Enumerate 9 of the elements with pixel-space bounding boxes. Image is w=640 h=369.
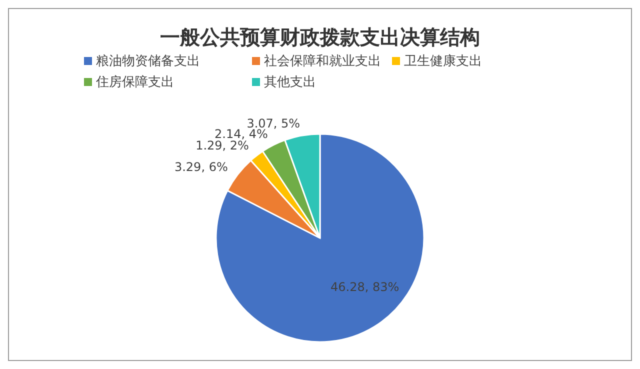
- data-label: 1.29, 2%: [196, 138, 249, 153]
- legend-label: 住房保障支出: [95, 74, 174, 90]
- legend-label: 粮油物资储备支出: [96, 54, 200, 69]
- legend-label: 其他支出: [264, 75, 316, 90]
- chart-title: 一般公共预算财政拨款支出决算结构: [160, 25, 480, 49]
- data-label: 3.29, 6%: [174, 160, 228, 174]
- data-label: 46.28, 83%: [330, 280, 400, 294]
- legend-label: 卫生健康支出: [404, 54, 482, 69]
- legend-label: 社会保障和就业支出: [264, 54, 381, 69]
